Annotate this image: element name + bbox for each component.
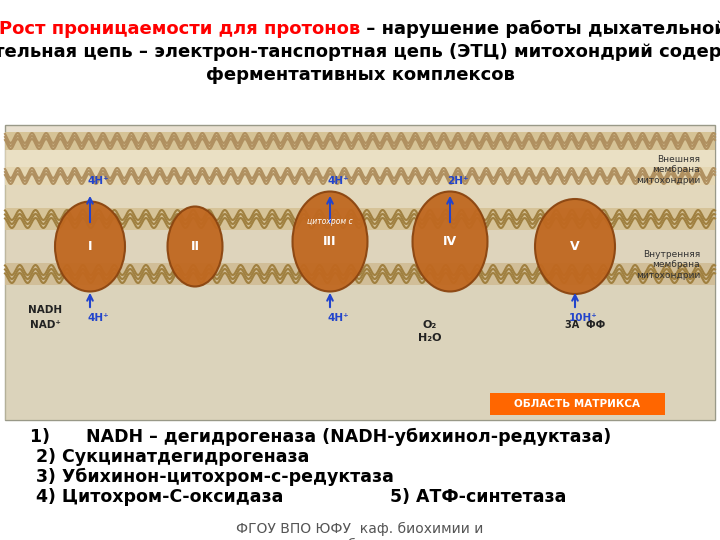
Text: IV: IV (443, 235, 457, 248)
Text: 3А  ФФ: 3А ФФ (565, 320, 605, 330)
Ellipse shape (292, 192, 367, 292)
Bar (5, 167, 715, 185)
Text: Внутренняя
мембрана
митохондрии: Внутренняя мембрана митохондрии (636, 250, 700, 280)
Text: NADH: NADH (28, 305, 62, 315)
Text: – нарушение работы дыхательной цепи.: – нарушение работы дыхательной цепи. (360, 20, 720, 38)
Text: V: V (570, 240, 580, 253)
Text: Рост проницаемости для протонов: Рост проницаемости для протонов (0, 20, 360, 38)
Text: ферментативных комплексов: ферментативных комплексов (206, 66, 514, 84)
Text: ОБЛАСТЬ МАТРИКСА: ОБЛАСТЬ МАТРИКСА (514, 399, 640, 409)
Bar (5, 132, 715, 150)
Bar (5, 263, 715, 285)
Text: Дыхательная цепь – электрон-танспортная цепь (ЭТЦ) митохондрий содержит 5: Дыхательная цепь – электрон-танспортная … (0, 43, 720, 61)
Ellipse shape (535, 199, 615, 294)
Text: H₂O: H₂O (418, 333, 442, 343)
Text: 4H⁺: 4H⁺ (87, 313, 109, 323)
Bar (5, 230, 715, 285)
Bar (5, 150, 715, 185)
Ellipse shape (168, 206, 222, 287)
Text: I: I (88, 240, 92, 253)
Text: NAD⁺: NAD⁺ (30, 320, 60, 330)
Text: 1)      NADH – дегидрогеназа (NADH-убихинол-редуктаза): 1) NADH – дегидрогеназа (NADH-убихинол-р… (30, 428, 611, 446)
Bar (5, 285, 715, 420)
Bar (5, 185, 715, 230)
Text: 3) Убихинон-цитохром-с-редуктаза: 3) Убихинон-цитохром-с-редуктаза (30, 468, 394, 486)
Text: O₂: O₂ (423, 320, 437, 330)
Text: 4) Цитохром-С-оксидаза: 4) Цитохром-С-оксидаза (30, 488, 284, 506)
Text: 4H⁺: 4H⁺ (87, 176, 109, 186)
Text: 5) АТФ-синтетаза: 5) АТФ-синтетаза (390, 488, 567, 506)
Text: III: III (323, 235, 337, 248)
Text: 4H⁺: 4H⁺ (327, 313, 348, 323)
Bar (5, 208, 715, 230)
Bar (5, 125, 715, 420)
Bar (490, 393, 665, 415)
Text: Внешняя
мембрана
митохондрии: Внешняя мембрана митохондрии (636, 155, 700, 185)
Text: цитохром с: цитохром с (307, 217, 353, 226)
Text: 10H⁺: 10H⁺ (569, 313, 598, 323)
Ellipse shape (55, 201, 125, 292)
Text: 2) Сукцинатдегидрогеназа: 2) Сукцинатдегидрогеназа (30, 448, 310, 466)
Text: II: II (191, 240, 199, 253)
Ellipse shape (413, 192, 487, 292)
Text: 2H⁺: 2H⁺ (447, 176, 469, 186)
Text: 4H⁺: 4H⁺ (327, 176, 348, 186)
Text: ФГОУ ВПО ЮФУ  каф. биохимии и
микробиологии: ФГОУ ВПО ЮФУ каф. биохимии и микробиолог… (236, 522, 484, 540)
